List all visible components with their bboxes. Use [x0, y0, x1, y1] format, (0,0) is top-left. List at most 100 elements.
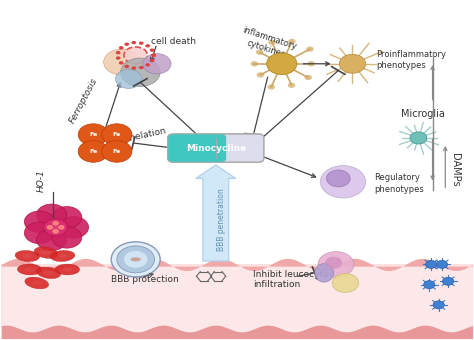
Circle shape — [124, 42, 129, 46]
Text: DAMPs: DAMPs — [450, 153, 460, 187]
Circle shape — [24, 211, 55, 233]
Circle shape — [288, 83, 295, 88]
Text: cell death: cell death — [151, 37, 196, 46]
Ellipse shape — [22, 254, 33, 258]
Circle shape — [325, 257, 342, 269]
Circle shape — [151, 54, 156, 57]
Circle shape — [304, 75, 312, 80]
Circle shape — [146, 44, 150, 48]
Ellipse shape — [25, 277, 49, 289]
Circle shape — [131, 66, 136, 70]
Circle shape — [151, 54, 156, 57]
Circle shape — [426, 260, 437, 269]
Ellipse shape — [41, 251, 51, 255]
Text: BBB protection: BBB protection — [111, 275, 179, 284]
Circle shape — [131, 41, 136, 44]
Circle shape — [46, 225, 53, 230]
Circle shape — [78, 141, 109, 162]
Circle shape — [36, 204, 67, 226]
Circle shape — [58, 217, 89, 238]
Circle shape — [327, 170, 350, 187]
Circle shape — [52, 206, 82, 228]
Text: Regulatory
phenotypes: Regulatory phenotypes — [374, 173, 424, 193]
Circle shape — [251, 61, 258, 67]
Circle shape — [124, 65, 129, 68]
Text: Ferroptosis: Ferroptosis — [68, 76, 100, 125]
Circle shape — [150, 48, 155, 52]
Circle shape — [102, 124, 132, 146]
Circle shape — [433, 301, 444, 309]
Circle shape — [306, 46, 314, 52]
Circle shape — [119, 46, 124, 50]
Ellipse shape — [62, 267, 73, 272]
Ellipse shape — [57, 254, 68, 258]
Circle shape — [339, 54, 365, 73]
Text: Proinflammatory
phenotypes: Proinflammatory phenotypes — [376, 50, 446, 70]
Text: inflammatory
cytokines: inflammatory cytokines — [237, 25, 298, 62]
Circle shape — [320, 166, 365, 198]
Circle shape — [267, 53, 297, 74]
Circle shape — [102, 141, 132, 162]
Circle shape — [332, 273, 358, 292]
Circle shape — [44, 219, 67, 236]
Circle shape — [268, 39, 276, 45]
Ellipse shape — [50, 251, 75, 261]
Circle shape — [116, 69, 142, 88]
Text: Fe: Fe — [89, 149, 97, 154]
Circle shape — [111, 242, 160, 277]
Ellipse shape — [15, 251, 39, 261]
Ellipse shape — [32, 281, 42, 285]
Text: Fe: Fe — [89, 132, 97, 137]
Circle shape — [139, 41, 144, 45]
Circle shape — [52, 229, 59, 234]
Circle shape — [36, 229, 67, 251]
Circle shape — [318, 252, 354, 277]
Text: Chelation: Chelation — [123, 126, 167, 143]
Circle shape — [116, 56, 120, 60]
Ellipse shape — [55, 264, 80, 275]
Ellipse shape — [315, 264, 334, 282]
Circle shape — [117, 246, 155, 273]
Circle shape — [442, 277, 454, 285]
Text: BBB penetration: BBB penetration — [217, 188, 226, 251]
Circle shape — [437, 260, 447, 269]
Ellipse shape — [130, 257, 141, 261]
Bar — [1, 265, 473, 339]
Ellipse shape — [18, 264, 42, 275]
Ellipse shape — [43, 271, 54, 275]
Circle shape — [119, 61, 124, 65]
Text: HO-1: HO-1 — [37, 169, 46, 191]
FancyBboxPatch shape — [168, 134, 264, 162]
Ellipse shape — [25, 267, 35, 272]
Circle shape — [256, 50, 264, 55]
Text: Minocycline: Minocycline — [186, 143, 246, 153]
Circle shape — [150, 59, 155, 62]
Circle shape — [288, 39, 296, 44]
Circle shape — [146, 63, 150, 67]
Circle shape — [124, 47, 147, 64]
Circle shape — [52, 221, 59, 226]
Circle shape — [424, 280, 435, 289]
Text: Fe: Fe — [113, 132, 121, 137]
Text: Fe: Fe — [113, 149, 121, 154]
Ellipse shape — [34, 247, 58, 258]
Circle shape — [78, 124, 109, 146]
Ellipse shape — [36, 267, 61, 278]
Circle shape — [410, 132, 427, 144]
Circle shape — [267, 84, 275, 90]
FancyBboxPatch shape — [168, 134, 226, 162]
Text: Inhibit leucocyte
infiltration: Inhibit leucocyte infiltration — [254, 270, 329, 289]
FancyArrow shape — [196, 165, 236, 261]
Circle shape — [308, 61, 315, 67]
Circle shape — [104, 49, 139, 75]
Circle shape — [58, 225, 64, 230]
Circle shape — [116, 51, 120, 54]
Circle shape — [120, 58, 160, 86]
Circle shape — [143, 54, 171, 74]
Circle shape — [256, 72, 264, 78]
Circle shape — [124, 251, 147, 268]
Circle shape — [139, 66, 144, 69]
Circle shape — [24, 222, 55, 244]
Circle shape — [52, 226, 82, 248]
Text: Microglia: Microglia — [401, 109, 445, 119]
